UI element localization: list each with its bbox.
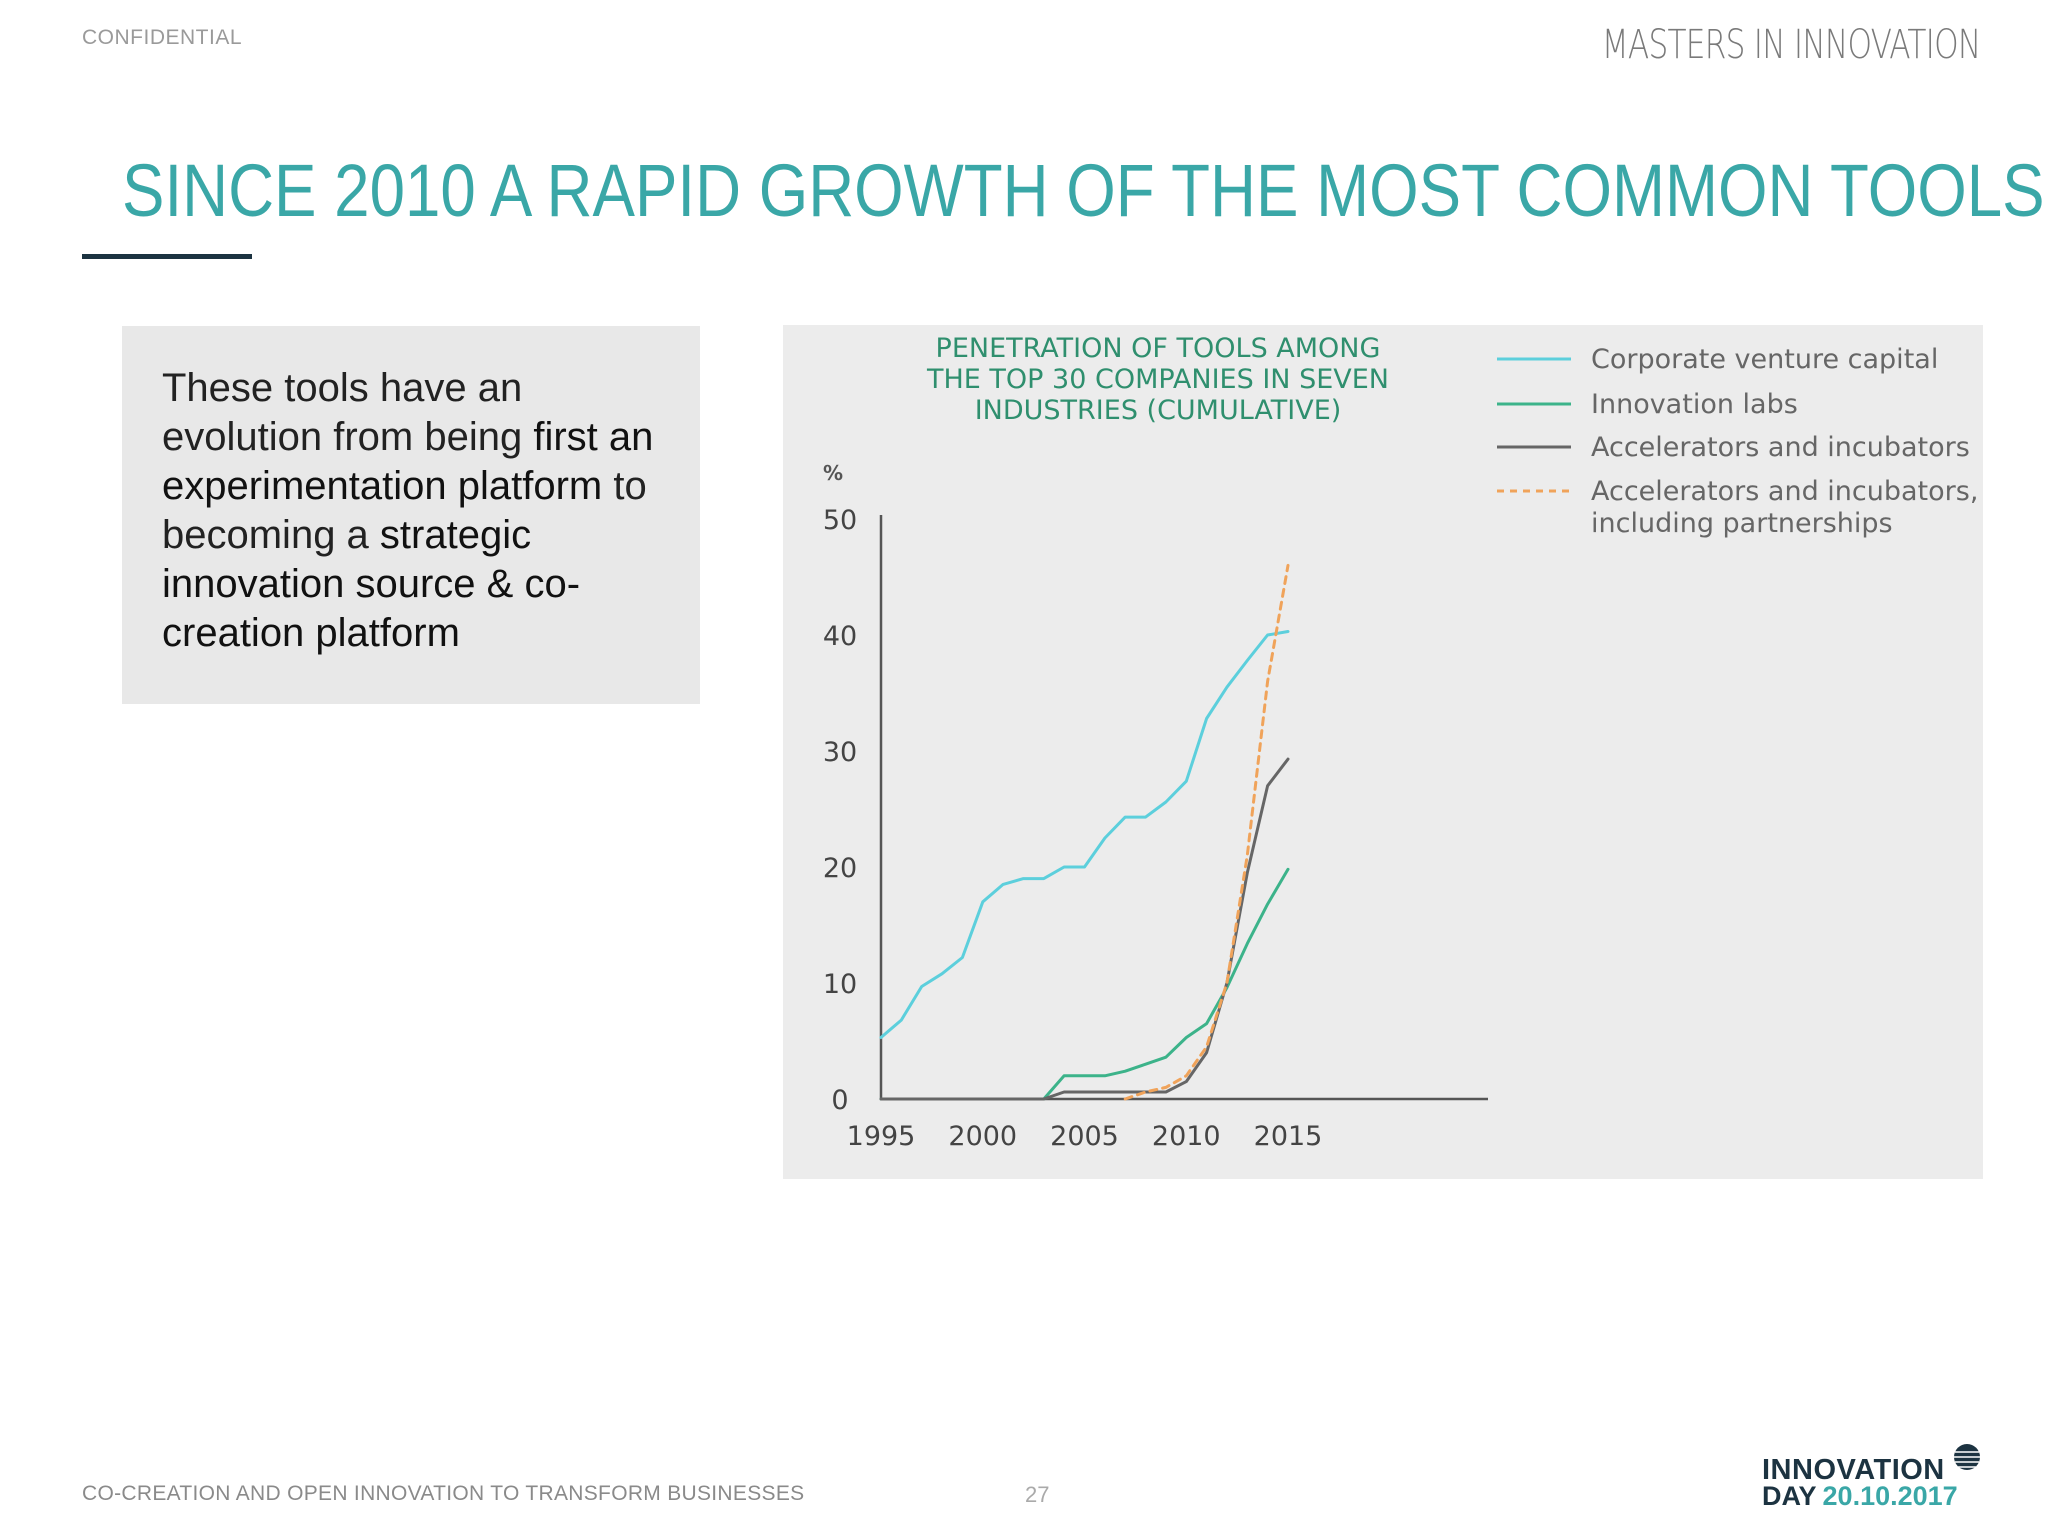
series-line-2 — [879, 867, 1290, 1101]
slide-title: SINCE 2010 A RAPID GROWTH OF THE MOST CO… — [122, 149, 2045, 232]
chart-title-line: THE TOP 30 COMPANIES IN SEVEN — [926, 364, 1389, 395]
series-line-1 — [879, 630, 1290, 1039]
x-tick-label: 2010 — [1152, 1121, 1221, 1152]
series-line-3 — [879, 757, 1290, 1101]
legend-label-4: Accelerators and incubators, including pa… — [1591, 476, 1978, 539]
logo-date: 20.10.2017 — [1822, 1481, 1958, 1511]
y-tick-label: 30 — [823, 737, 857, 768]
legend-label-1: Corporate venture capital — [1591, 344, 1938, 375]
y-axis-unit-label: % — [823, 461, 843, 485]
y-tick-label: 10 — [823, 969, 857, 1000]
y-tick-label: 0 — [831, 1085, 848, 1116]
brand-wordmark: MASTERS IN INNOVATION — [1601, 22, 1980, 68]
x-tick-label: 1995 — [847, 1121, 916, 1152]
innovation-day-logo: INNOVATION DAY 20.10.2017 — [1762, 1444, 1982, 1512]
chart-title-line: INDUSTRIES (CUMULATIVE) — [975, 395, 1342, 426]
summary-highlight-1: first an experimentation platform — [162, 415, 654, 508]
x-tick-label: 2000 — [948, 1121, 1017, 1152]
logo-line-2: DAY 20.10.2017 — [1762, 1481, 1958, 1512]
page-number: 27 — [1025, 1482, 1050, 1507]
x-tick-label: 2015 — [1254, 1121, 1323, 1152]
legend-label-2: Innovation labs — [1591, 389, 1798, 420]
summary-text-part-1: These tools have an evolution from being — [162, 366, 534, 459]
summary-highlight-2: strategic innovation source & co-creatio… — [162, 513, 581, 655]
logo-day: DAY — [1762, 1481, 1817, 1511]
confidential-label: CONFIDENTIAL — [82, 26, 243, 49]
x-tick-label: 2005 — [1050, 1121, 1119, 1152]
y-tick-label: 40 — [823, 621, 857, 652]
summary-text: These tools have an evolution from being… — [162, 364, 672, 658]
chart-title-line: PENETRATION OF TOOLS AMONG — [936, 333, 1381, 364]
chart-panel: PENETRATION OF TOOLS AMONG THE TOP 30 COM… — [783, 325, 1983, 1179]
series-line-4 — [1123, 563, 1290, 1101]
footer-tagline: CO-CREATION AND OPEN INNOVATION TO TRANS… — [82, 1482, 805, 1505]
y-tick-label: 20 — [823, 853, 857, 884]
logo-line-1: INNOVATION — [1762, 1454, 1945, 1486]
summary-text-part-2: to becoming a — [162, 464, 647, 557]
y-tick-label: 50 — [823, 505, 857, 536]
globe-icon — [1954, 1444, 1980, 1470]
legend-label-3: Accelerators and incubators — [1591, 432, 1970, 463]
summary-textbox: These tools have an evolution from being… — [122, 326, 700, 704]
title-underline — [82, 254, 252, 259]
